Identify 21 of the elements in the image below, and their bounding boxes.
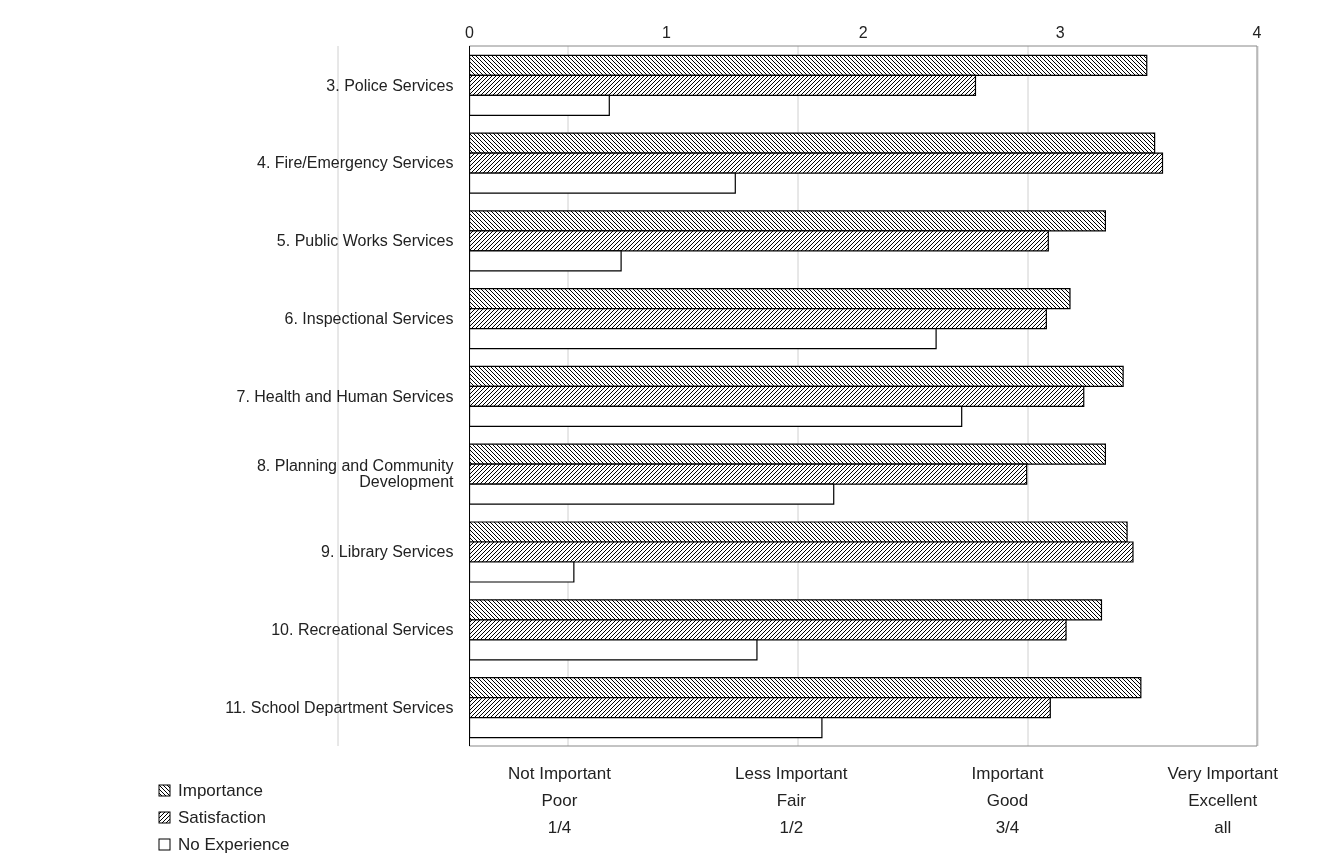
text: Very Important Excellent all — [1167, 763, 1278, 839]
x-tick-label: 3 — [1055, 24, 1065, 41]
x-tick-label: 0 — [465, 24, 475, 41]
text: Less Important Fair 1/2 — [735, 763, 848, 839]
x-tick-label: 4 — [1252, 24, 1262, 41]
text: Not Important Poor 1/4 — [508, 763, 611, 839]
x-tick-label: 2 — [858, 24, 868, 41]
legend-label: Importance — [178, 780, 264, 802]
x-tick-label: 1 — [661, 24, 671, 41]
y-tick-label: 7. Health and Human Services — [236, 387, 454, 405]
y-tick-label: 5. Public Works Services — [276, 232, 454, 250]
y-tick-label: 8. Planning and Community Development — [256, 457, 455, 491]
y-tick-label: 10. Recreational Services — [271, 621, 454, 639]
y-tick-label: 4. Fire/Emergency Services — [257, 154, 454, 172]
y-tick-label: 3. Police Services — [326, 76, 454, 94]
y-tick-label: 11. School Department Services — [225, 698, 454, 716]
legend-label: No Experience — [178, 834, 290, 856]
legend-label: Satisfaction — [178, 807, 266, 829]
y-tick-label: 9. Library Services — [321, 543, 454, 561]
y-tick-label: 6. Inspectional Services — [284, 309, 454, 327]
text: Important Good 3/4 — [971, 763, 1044, 839]
